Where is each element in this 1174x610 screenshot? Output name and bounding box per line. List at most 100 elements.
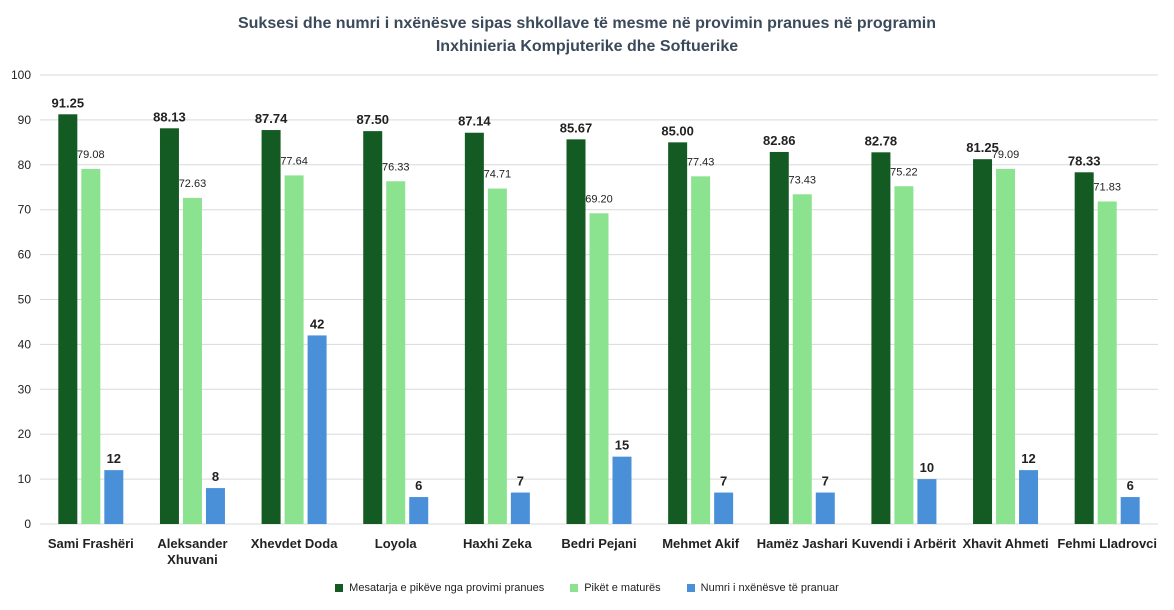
legend-label: Mesatarja e pikëve nga provimi pranues (349, 582, 545, 594)
data-label: 12 (1021, 451, 1035, 466)
bar (464, 132, 484, 524)
data-label: 15 (615, 438, 629, 453)
x-tick-label: Xhevdet Doda (251, 536, 338, 551)
bar (182, 197, 202, 524)
x-tick-label: Haxhi Zeka (463, 536, 532, 551)
data-label: 8 (212, 469, 219, 484)
data-label: 78.33 (1068, 153, 1101, 168)
y-tick-label: 60 (18, 248, 32, 262)
legend-swatch (335, 584, 344, 592)
bar (769, 151, 789, 524)
data-label: 75.22 (890, 166, 918, 178)
data-label: 88.13 (153, 109, 186, 124)
bar (386, 181, 406, 524)
legend-label: Pikët e maturës (584, 582, 661, 594)
legend-swatch (686, 584, 695, 592)
bar (1097, 201, 1117, 524)
data-label: 7 (720, 474, 727, 489)
bar (307, 335, 327, 524)
data-label: 74.71 (484, 169, 512, 181)
y-tick-label: 10 (18, 472, 32, 486)
x-tick-label: Bedri Pejani (561, 536, 636, 551)
data-label: 7 (517, 474, 524, 489)
x-tick-label: Fehmi Lladrovci (1057, 536, 1157, 551)
bar (996, 168, 1016, 524)
y-tick-label: 30 (18, 382, 32, 396)
data-label: 69.20 (585, 193, 613, 205)
y-tick-label: 40 (18, 337, 32, 351)
data-label: 73.43 (789, 174, 817, 186)
bar (261, 130, 281, 524)
bar (714, 492, 734, 524)
y-tick-label: 90 (18, 113, 32, 127)
bar (1019, 470, 1039, 524)
bar (589, 213, 609, 525)
bar (284, 175, 304, 524)
data-label: 82.78 (865, 133, 898, 148)
data-label: 85.67 (560, 120, 593, 135)
x-tick-label: Loyola (375, 536, 418, 551)
y-tick-label: 80 (18, 158, 32, 172)
bar (159, 128, 179, 524)
x-tick-label: Hamëz Jashari (757, 536, 848, 551)
x-tick-label: Aleksander (157, 536, 227, 551)
data-label: 6 (1127, 478, 1134, 493)
bar (58, 114, 78, 524)
data-label: 81.25 (966, 140, 999, 155)
bar (510, 492, 530, 524)
data-label: 87.50 (356, 112, 389, 127)
data-label: 42 (310, 316, 324, 331)
legend-item: Mesatarja e pikëve nga provimi pranues (335, 582, 544, 594)
bar (566, 139, 586, 524)
data-label: 91.25 (52, 95, 85, 110)
bar (917, 479, 937, 524)
bar (1120, 497, 1140, 524)
x-tick-label: Kuvendi i Arbërit (852, 536, 957, 551)
data-label: 79.09 (992, 149, 1020, 161)
data-label: 85.00 (661, 123, 694, 138)
x-tick-label: Sami Frashëri (48, 536, 134, 551)
y-tick-label: 100 (11, 68, 31, 82)
legend-item: Pikët e maturës (570, 582, 661, 594)
x-tick-label: Mehmet Akif (662, 536, 739, 551)
x-tick-label: Xhavit Ahmeti (962, 536, 1048, 551)
data-label: 6 (415, 478, 422, 493)
bar (871, 152, 891, 524)
data-label: 82.86 (763, 133, 796, 148)
data-label: 77.43 (687, 156, 715, 168)
y-tick-label: 0 (24, 517, 31, 531)
data-label: 87.74 (255, 111, 288, 126)
legend-swatch (570, 584, 579, 592)
bar (815, 492, 835, 524)
bar (612, 456, 632, 524)
data-label: 79.08 (77, 149, 105, 161)
y-tick-label: 20 (18, 427, 32, 441)
chart-title-line-2: Inxhinieria Kompjuterike dhe Softuerike (435, 38, 739, 55)
y-tick-label: 70 (18, 203, 32, 217)
bar (409, 497, 429, 524)
bar (81, 168, 101, 525)
data-label: 72.63 (179, 178, 207, 190)
bar (487, 188, 507, 524)
plot-area: 0 10 20 30 40 50 60 70 80 90 100 91.25 79.08 12 Sami F… (11, 68, 1158, 567)
data-label: 12 (107, 451, 121, 466)
data-label: 87.14 (458, 114, 491, 129)
bar (363, 131, 383, 524)
data-label: 77.64 (280, 155, 308, 167)
data-label: 10 (920, 460, 934, 475)
bar (894, 186, 914, 524)
data-label: 71.83 (1093, 181, 1121, 193)
legend-item: Numri i nxënësve të pranuar (686, 582, 839, 594)
bar (104, 470, 124, 524)
x-tick-label: Xhuvani (167, 552, 218, 567)
data-label: 7 (822, 474, 829, 489)
bar (973, 159, 993, 524)
bar (668, 142, 688, 524)
bar (1074, 172, 1094, 525)
y-tick-label: 50 (18, 293, 32, 307)
chart-title-line-1: Suksesi dhe numri i nxënësve sipas shkol… (237, 15, 937, 32)
bar (205, 488, 225, 524)
bar (691, 176, 711, 524)
data-label: 76.33 (382, 161, 410, 173)
